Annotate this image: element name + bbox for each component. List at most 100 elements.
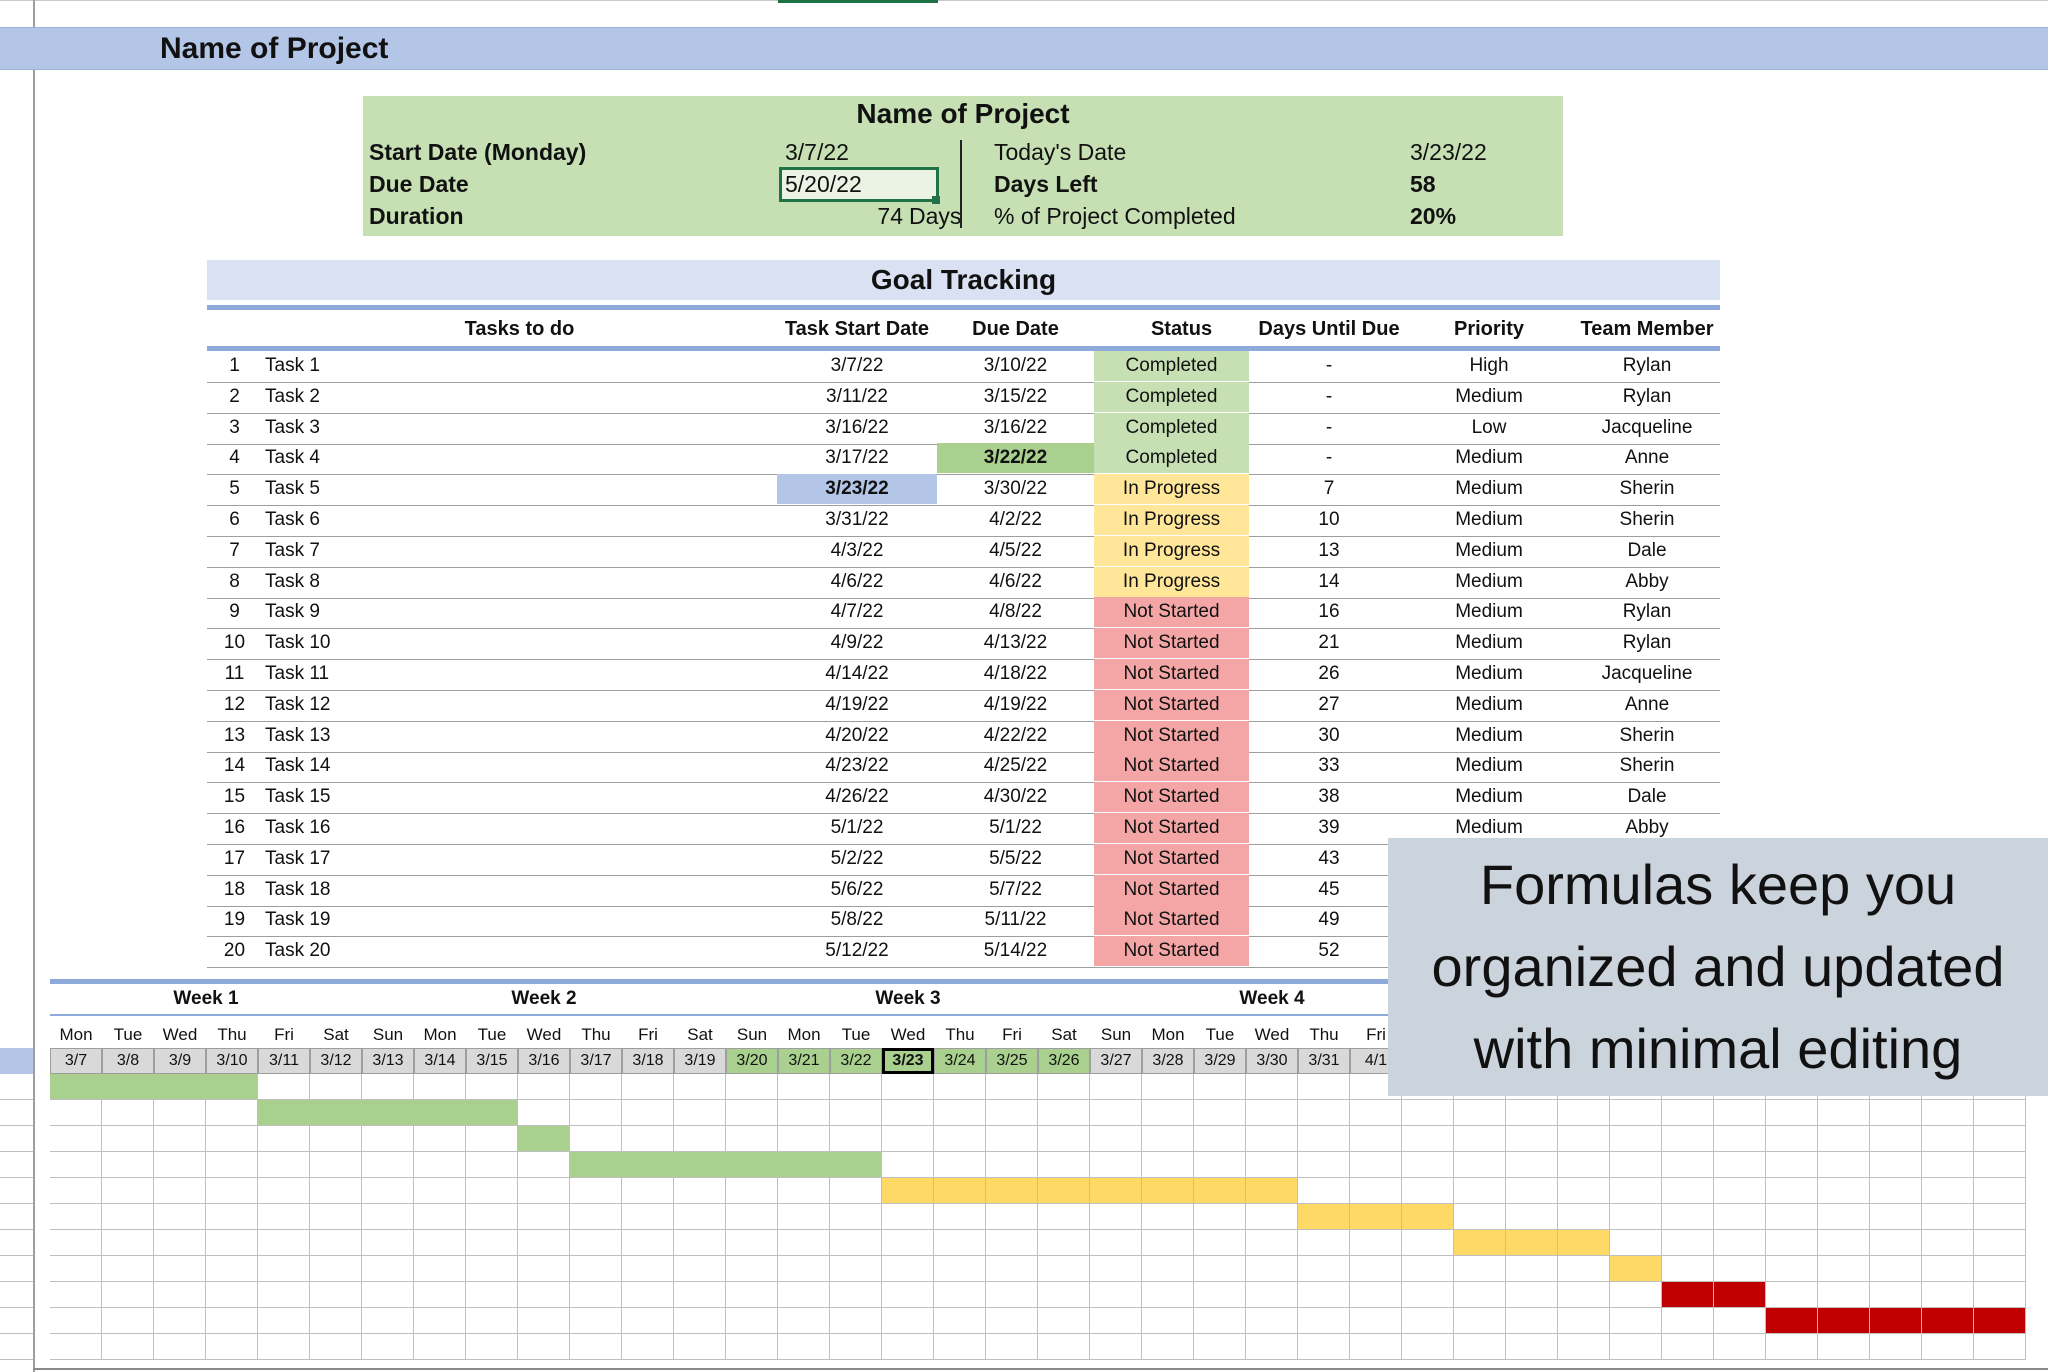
gantt-bar-segment[interactable] xyxy=(1922,1308,1974,1334)
table-row[interactable]: 18 Task 18 5/6/22 5/7/22 Not Started 45 xyxy=(207,874,1720,907)
task-start-date[interactable]: 3/16/22 xyxy=(825,416,889,438)
status-badge[interactable]: Completed xyxy=(1094,381,1249,412)
gantt-cell[interactable] xyxy=(830,1178,882,1204)
date-cell[interactable]: 3/30 xyxy=(1246,1048,1298,1074)
task-start-date[interactable]: 4/26/22 xyxy=(825,786,889,808)
gantt-cell[interactable] xyxy=(1558,1126,1610,1152)
gantt-cell[interactable] xyxy=(1818,1282,1870,1308)
date-cell[interactable]: 3/10 xyxy=(206,1048,258,1074)
gantt-cell[interactable] xyxy=(1558,1282,1610,1308)
row-number[interactable]: 14 xyxy=(223,755,246,777)
gantt-bar-segment[interactable] xyxy=(986,1178,1038,1204)
gantt-cell[interactable] xyxy=(1870,1126,1922,1152)
table-row[interactable]: 10 Task 10 4/9/22 4/13/22 Not Started 21 Mediu… xyxy=(207,628,1720,661)
task-start-date[interactable]: 4/3/22 xyxy=(830,539,884,561)
gantt-cell[interactable] xyxy=(1818,1178,1870,1204)
gantt-cell[interactable] xyxy=(102,1308,154,1334)
gantt-cell[interactable] xyxy=(1090,1204,1142,1230)
gantt-cell[interactable] xyxy=(310,1152,362,1178)
date-cell[interactable]: 3/8 xyxy=(102,1048,154,1074)
task-start-date[interactable]: 4/19/22 xyxy=(825,693,889,715)
gantt-cell[interactable] xyxy=(1298,1282,1350,1308)
gantt-cell[interactable] xyxy=(726,1308,778,1334)
gantt-cell[interactable] xyxy=(362,1282,414,1308)
team-member[interactable]: Sherin xyxy=(1619,755,1675,777)
gantt-cell[interactable] xyxy=(1766,1100,1818,1126)
task-due-date[interactable]: 3/22/22 xyxy=(937,443,1094,474)
gantt-cell[interactable] xyxy=(258,1308,310,1334)
gantt-cell[interactable] xyxy=(1038,1152,1090,1178)
task-name[interactable]: Task 13 xyxy=(265,724,331,746)
team-member[interactable]: Dale xyxy=(1627,539,1667,561)
gantt-cell[interactable] xyxy=(570,1334,622,1360)
task-due-date[interactable]: 3/30/22 xyxy=(983,478,1048,500)
row-number[interactable]: 3 xyxy=(229,416,240,438)
gantt-cell[interactable] xyxy=(570,1282,622,1308)
gantt-cell[interactable] xyxy=(362,1230,414,1256)
gantt-bar-segment[interactable] xyxy=(258,1100,310,1126)
task-start-date[interactable]: 4/9/22 xyxy=(830,632,884,654)
gantt-cell[interactable] xyxy=(882,1308,934,1334)
gantt-cell[interactable] xyxy=(362,1334,414,1360)
gantt-bar-segment[interactable] xyxy=(1090,1178,1142,1204)
status-badge[interactable]: Not Started xyxy=(1094,628,1249,659)
gantt-cell[interactable] xyxy=(1194,1334,1246,1360)
gantt-cell[interactable] xyxy=(1090,1308,1142,1334)
gantt-cell[interactable] xyxy=(1194,1282,1246,1308)
gantt-cell[interactable] xyxy=(258,1178,310,1204)
gantt-bar-segment[interactable] xyxy=(1610,1256,1662,1282)
task-name[interactable]: Task 17 xyxy=(265,847,331,869)
table-row[interactable]: 20 Task 20 5/12/22 5/14/22 Not Started 52 xyxy=(207,936,1720,969)
due-date-cell-selected[interactable] xyxy=(779,167,939,202)
date-cell[interactable]: 3/14 xyxy=(414,1048,466,1074)
date-cell[interactable]: 3/19 xyxy=(674,1048,726,1074)
row-number[interactable]: 17 xyxy=(223,847,246,869)
gantt-cell[interactable] xyxy=(570,1074,622,1100)
gantt-cell[interactable] xyxy=(622,1308,674,1334)
gantt-cell[interactable] xyxy=(570,1126,622,1152)
gantt-bar-segment[interactable] xyxy=(622,1152,674,1178)
priority[interactable]: Low xyxy=(1471,416,1507,438)
gantt-cell[interactable] xyxy=(1922,1230,1974,1256)
gantt-cell[interactable] xyxy=(1610,1334,1662,1360)
gantt-cell[interactable] xyxy=(1194,1152,1246,1178)
team-member[interactable]: Dale xyxy=(1627,786,1667,808)
days-until-due[interactable]: - xyxy=(1325,447,1333,469)
days-until-due[interactable]: 30 xyxy=(1318,724,1340,746)
gantt-cell[interactable] xyxy=(1818,1230,1870,1256)
gantt-cell[interactable] xyxy=(986,1308,1038,1334)
gantt-cell[interactable] xyxy=(102,1178,154,1204)
table-row[interactable]: 1 Task 1 3/7/22 3/10/22 Completed - High Rylan xyxy=(207,351,1720,383)
gantt-cell[interactable] xyxy=(726,1126,778,1152)
table-row[interactable]: 15 Task 15 4/26/22 4/30/22 Not Started 38 Medi… xyxy=(207,782,1720,815)
table-row[interactable]: 13 Task 13 4/20/22 4/22/22 Not Started 30 Medi… xyxy=(207,720,1720,753)
gantt-cell[interactable] xyxy=(102,1282,154,1308)
days-until-due[interactable]: - xyxy=(1325,385,1333,407)
gantt-cell[interactable] xyxy=(882,1100,934,1126)
row-number[interactable]: 19 xyxy=(223,909,246,931)
gantt-cell[interactable] xyxy=(778,1282,830,1308)
gantt-cell[interactable] xyxy=(310,1334,362,1360)
gantt-cell[interactable] xyxy=(362,1308,414,1334)
gantt-cell[interactable] xyxy=(934,1334,986,1360)
gantt-cell[interactable] xyxy=(1662,1230,1714,1256)
gantt-cell[interactable] xyxy=(1714,1100,1766,1126)
gantt-cell[interactable] xyxy=(466,1282,518,1308)
gantt-cell[interactable] xyxy=(1974,1100,2026,1126)
gantt-bar-segment[interactable] xyxy=(1974,1308,2026,1334)
table-row[interactable]: 19 Task 19 5/8/22 5/11/22 Not Started 49 xyxy=(207,905,1720,938)
gantt-cell[interactable] xyxy=(50,1152,102,1178)
gantt-cell[interactable] xyxy=(1038,1074,1090,1100)
column-header-member[interactable]: Team Member xyxy=(1580,318,1714,340)
gantt-cell[interactable] xyxy=(518,1100,570,1126)
status-badge[interactable]: In Progress xyxy=(1094,474,1249,505)
row-number[interactable]: 8 xyxy=(229,570,240,592)
gantt-cell[interactable] xyxy=(1766,1334,1818,1360)
gantt-cell[interactable] xyxy=(1454,1256,1506,1282)
status-badge[interactable]: Not Started xyxy=(1094,843,1249,874)
gantt-cell[interactable] xyxy=(50,1256,102,1282)
task-name[interactable]: Task 3 xyxy=(265,416,320,438)
task-due-date[interactable]: 4/30/22 xyxy=(983,786,1048,808)
table-row[interactable]: 16 Task 16 5/1/22 5/1/22 Not Started 39 Medium… xyxy=(207,813,1720,845)
todays-date-value[interactable]: 3/23/22 xyxy=(1410,139,1487,165)
